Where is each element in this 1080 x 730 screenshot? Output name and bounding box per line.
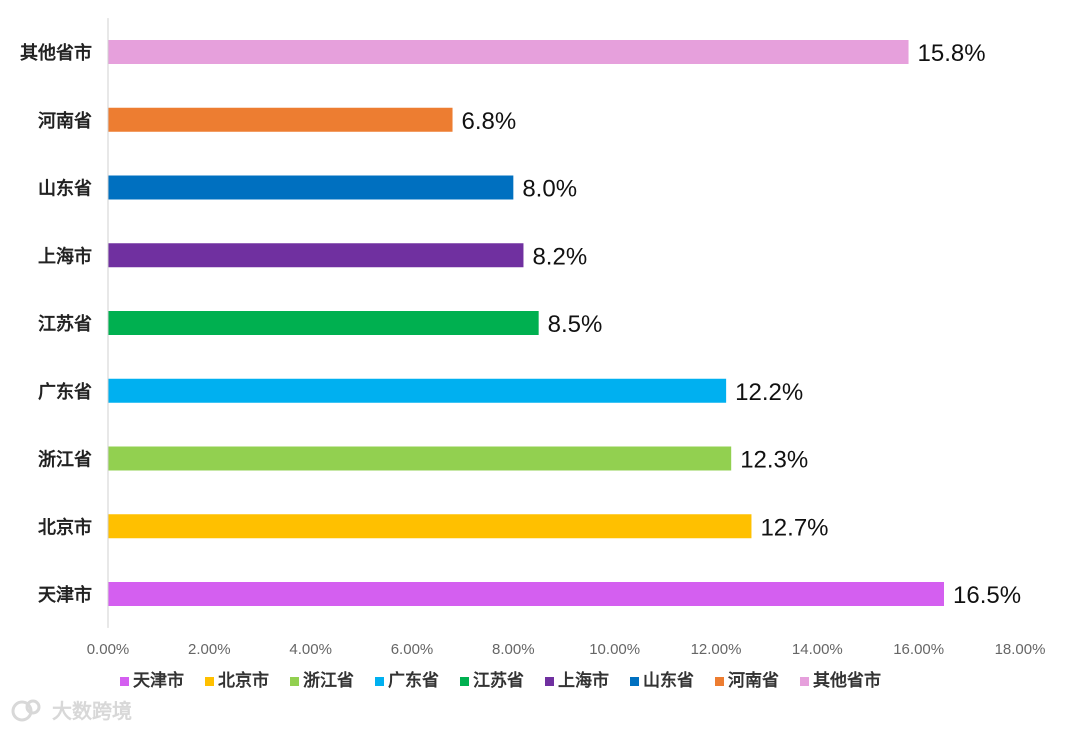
x-tick-label: 0.00%	[87, 641, 130, 658]
category-label: 上海市	[38, 245, 92, 267]
legend-swatch	[205, 677, 214, 686]
bar	[108, 107, 453, 132]
category-label: 河南省	[38, 110, 92, 132]
bars-group	[108, 40, 944, 606]
category-label: 广东省	[38, 381, 92, 403]
x-tick-labels: 0.00% 2.00% 4.00% 6.00% 8.00% 10.00% 12.00% 14.…	[87, 641, 1046, 658]
legend-swatch	[460, 677, 469, 686]
bar	[108, 175, 514, 200]
watermark: 大数跨境	[11, 699, 132, 723]
data-label: 12.7%	[760, 514, 828, 541]
bar	[108, 243, 524, 268]
value-labels: 16.5% 12.7% 12.3% 12.2% 8.5% 8.2% 8.0% 6.8% 15.8…	[462, 40, 1022, 609]
x-tick-label: 2.00%	[188, 641, 231, 658]
legend-label: 其他省市	[813, 670, 881, 691]
category-labels: 天津市 北京市 浙江省 广东省 江苏省 上海市 山东省 河南省 其他省市	[20, 42, 92, 606]
legend-label: 河南省	[728, 670, 779, 691]
legend-swatch	[120, 677, 129, 686]
x-tick-label: 6.00%	[391, 641, 434, 658]
data-label: 8.2%	[532, 243, 587, 270]
data-label: 12.2%	[735, 379, 803, 406]
data-label: 8.5%	[548, 311, 603, 338]
watermark-text: 大数跨境	[52, 699, 132, 723]
x-tick-label: 4.00%	[289, 641, 332, 658]
legend-swatch	[375, 677, 384, 686]
legend-label: 天津市	[133, 670, 184, 691]
data-label: 16.5%	[953, 582, 1021, 609]
x-tick-label: 8.00%	[492, 641, 535, 658]
bar	[108, 378, 727, 403]
data-label: 12.3%	[740, 447, 808, 474]
category-label: 北京市	[38, 516, 92, 538]
bar	[108, 514, 752, 539]
category-label: 江苏省	[38, 313, 92, 335]
legend-swatch	[290, 677, 299, 686]
bar	[108, 582, 944, 606]
category-label: 其他省市	[20, 42, 92, 64]
legend: 天津市 北京市 浙江省 广东省 江苏省 上海市 山东省 河南省 其他省市	[120, 670, 881, 691]
data-label: 8.0%	[522, 176, 577, 203]
legend-label: 江苏省	[473, 670, 524, 691]
data-label: 15.8%	[918, 40, 986, 67]
x-tick-label: 14.00%	[792, 641, 843, 658]
legend-swatch	[630, 677, 639, 686]
bar	[108, 311, 539, 335]
category-label: 山东省	[38, 178, 92, 200]
bar	[108, 40, 909, 64]
category-label: 浙江省	[38, 449, 92, 471]
legend-label: 广东省	[388, 670, 439, 691]
x-tick-label: 12.00%	[691, 641, 742, 658]
legend-label: 上海市	[558, 670, 609, 691]
legend-swatch	[715, 677, 724, 686]
legend-label: 山东省	[643, 670, 694, 691]
data-label: 6.8%	[462, 108, 517, 135]
bar	[108, 446, 732, 471]
x-tick-label: 10.00%	[589, 641, 640, 658]
legend-swatch	[545, 677, 554, 686]
legend-label: 浙江省	[303, 670, 354, 691]
category-label: 天津市	[38, 584, 92, 606]
logo-icon	[11, 699, 41, 722]
legend-swatch	[800, 677, 809, 686]
x-tick-label: 16.00%	[893, 641, 944, 658]
legend-label: 北京市	[218, 670, 269, 691]
x-tick-label: 18.00%	[995, 641, 1046, 658]
